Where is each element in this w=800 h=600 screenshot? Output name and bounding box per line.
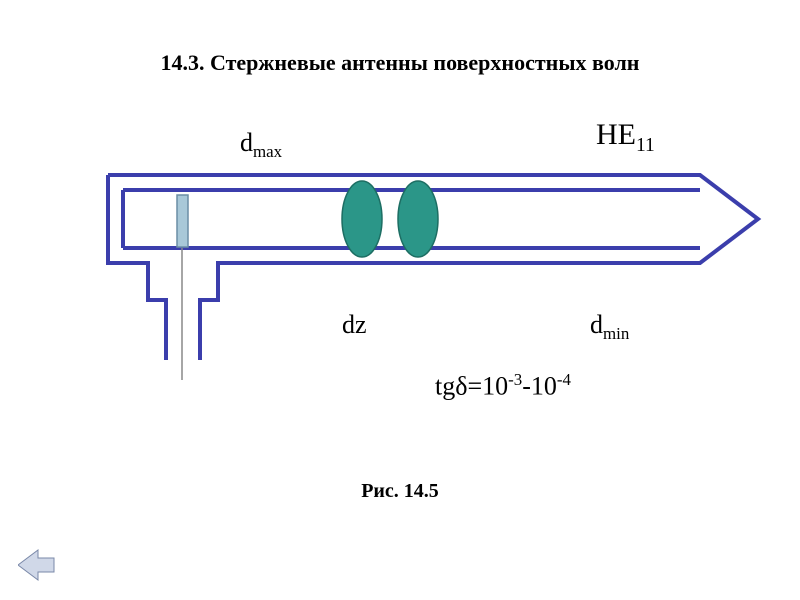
arrow-left-icon	[18, 548, 56, 582]
prev-slide-button[interactable]	[18, 548, 56, 582]
antenna-diagram	[0, 0, 800, 600]
